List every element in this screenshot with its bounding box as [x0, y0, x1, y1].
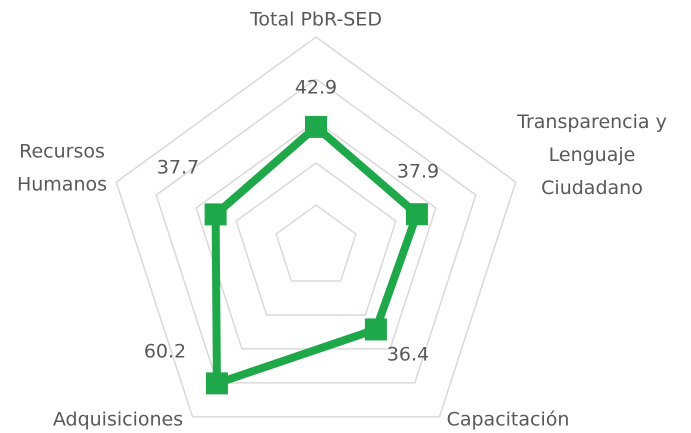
data-marker	[364, 318, 387, 341]
data-label: 36.4	[387, 344, 429, 366]
grid-ring	[115, 36, 517, 418]
category-label: Transparencia y Lenguaje Ciudadano	[516, 111, 667, 199]
data-label: 42.9	[295, 77, 337, 99]
data-label: 37.9	[397, 161, 439, 183]
series-line	[211, 122, 421, 388]
grid-ring	[155, 78, 477, 384]
category-label: Adquisiciones	[53, 409, 183, 431]
data-marker	[205, 372, 228, 395]
data-marker	[305, 115, 327, 138]
grid-ring	[235, 162, 397, 316]
data-label: 37.7	[157, 157, 199, 179]
data-marker	[204, 203, 227, 226]
grid-ring	[275, 204, 357, 282]
data-marker	[405, 203, 428, 226]
category-label: Capacitación	[447, 409, 570, 431]
category-label: Total PbR-SED	[249, 9, 382, 31]
category-label: Recursos Humanos	[17, 140, 107, 195]
data-label: 60.2	[144, 341, 186, 363]
